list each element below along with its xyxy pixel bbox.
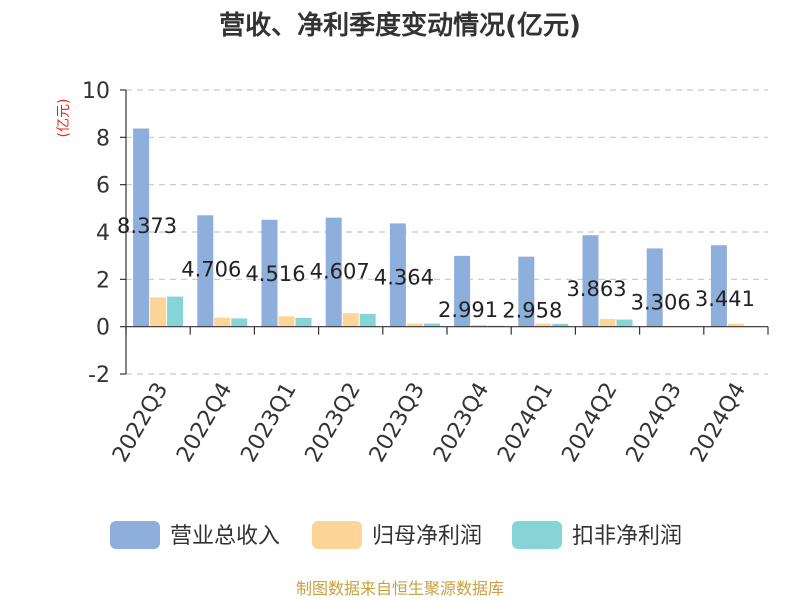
bar-revenue[interactable] [261,219,278,327]
bar-net-profit[interactable] [214,317,231,327]
y-tick-label: 8 [96,126,110,151]
data-label: 2.958 [502,299,562,323]
bar-deducted-net-profit[interactable] [616,319,633,327]
x-tick-label: 2024Q1 [493,379,558,467]
legend-label: 扣非净利润 [572,524,682,549]
x-tick-label: 2023Q3 [365,379,430,467]
data-label: 3.441 [695,287,755,311]
data-label: 4.706 [181,257,241,281]
data-label: 4.364 [374,265,434,289]
y-axis-unit: (亿元) [56,99,72,138]
grid-lines [126,89,768,375]
bar-revenue[interactable] [454,255,471,327]
legend-swatch [110,521,160,549]
legend-item[interactable]: 扣非净利润 [512,521,682,549]
bar-revenue[interactable] [646,248,663,327]
bar-net-profit[interactable] [535,323,552,327]
bar-net-profit[interactable] [278,316,295,327]
bar-net-profit[interactable] [471,325,488,327]
y-tick-label: 10 [82,79,110,104]
legend[interactable]: 营业总收入 归母净利润 扣非净利润 [110,521,682,549]
legend-swatch [512,521,562,549]
x-tick-label: 2024Q3 [622,379,687,467]
legend-label: 营业总收入 [170,524,280,549]
data-label: 4.607 [310,260,370,284]
data-label: 4.516 [245,262,305,286]
chart-title: 营收、净利季度变动情况(亿元) [219,10,581,41]
y-tick-label: 6 [96,174,110,199]
bar-deducted-net-profit[interactable] [231,318,248,327]
bar-revenue[interactable] [389,223,406,327]
legend-swatch [312,521,362,549]
bar-revenue[interactable] [197,215,214,327]
bar-net-profit[interactable] [342,313,359,327]
data-label: 3.863 [566,277,626,301]
y-tick-label: -2 [88,363,110,388]
data-label: 8.373 [117,214,177,238]
x-tick-label: 2022Q4 [172,379,237,467]
bar-revenue[interactable] [582,235,599,327]
x-tick-label: 2023Q1 [236,379,301,467]
legend-label: 归母净利润 [372,524,482,549]
y-tick-label: 2 [96,268,110,293]
y-tick-label: 0 [96,316,110,341]
data-label: 2.991 [438,298,498,322]
bar-revenue[interactable] [518,256,535,327]
bar-deducted-net-profit[interactable] [423,323,440,327]
bar-deducted-net-profit[interactable] [295,317,312,327]
bar-net-profit[interactable] [727,323,744,327]
x-tick-label: 2023Q2 [301,379,366,467]
x-tick-label: 2023Q4 [429,378,494,466]
x-tick-label: 2022Q3 [108,379,173,467]
legend-item[interactable]: 归母净利润 [312,521,482,549]
bar-deducted-net-profit[interactable] [359,313,376,327]
x-tick-label: 2024Q2 [557,379,622,467]
bars [133,128,761,327]
bar-revenue[interactable] [325,217,342,327]
x-tick-label: 2024Q4 [686,379,751,467]
bar-revenue[interactable] [710,245,727,327]
bar-revenue[interactable] [133,128,150,327]
bar-net-profit[interactable] [150,297,167,327]
bar-deducted-net-profit[interactable] [167,296,184,327]
bar-net-profit[interactable] [599,318,616,327]
bar-net-profit[interactable] [406,323,423,327]
data-label: 3.306 [631,290,691,314]
source-note: 制图数据来自恒生聚源数据库 [296,579,504,598]
bar-deducted-net-profit[interactable] [552,323,569,327]
y-tick-label: 4 [96,221,110,246]
legend-item[interactable]: 营业总收入 [110,521,280,549]
